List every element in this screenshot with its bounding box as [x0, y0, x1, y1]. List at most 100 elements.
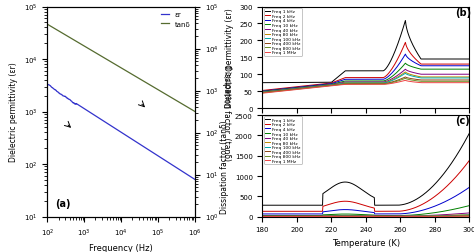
Freq 100 kHz — [260, 91, 265, 94]
Freq 40 kHz — [416, 73, 421, 76]
Freq 10 kHz — [402, 62, 408, 66]
tanδ — [111, 63, 117, 66]
Freq 100 kHz — [382, 82, 387, 85]
εr — [132, 140, 137, 143]
X-axis label: Temperature (K): Temperature (K) — [332, 238, 400, 247]
Freq 40 kHz — [296, 215, 302, 218]
Freq 80 kHz — [416, 76, 421, 79]
Line: Freq 400 kHz: Freq 400 kHz — [263, 78, 469, 93]
Freq 40 kHz — [398, 72, 403, 75]
Freq 1 MHz — [398, 215, 403, 218]
Freq 1 MHz — [296, 88, 302, 91]
Line: Freq 1 kHz: Freq 1 kHz — [263, 21, 469, 83]
Freq 1 kHz — [415, 197, 421, 200]
Freq 400 kHz — [466, 214, 472, 217]
Freq 10 kHz — [296, 87, 302, 90]
Line: Freq 80 kHz: Freq 80 kHz — [263, 73, 469, 93]
Freq 1 kHz — [466, 132, 472, 135]
Freq 2 kHz — [313, 84, 319, 87]
Freq 2 kHz — [466, 160, 472, 163]
Freq 1 MHz — [382, 215, 387, 218]
Freq 800 kHz — [296, 215, 302, 218]
Freq 4 kHz — [353, 78, 359, 81]
Freq 4 kHz — [415, 210, 421, 213]
Line: Freq 100 kHz: Freq 100 kHz — [263, 215, 469, 216]
Freq 800 kHz — [353, 215, 359, 218]
Freq 4 kHz — [398, 61, 403, 64]
tanδ — [82, 46, 88, 49]
εr — [45, 83, 50, 86]
Line: Freq 4 kHz: Freq 4 kHz — [263, 55, 469, 92]
Freq 40 kHz — [382, 215, 387, 218]
Freq 1 MHz — [382, 83, 387, 86]
Line: Freq 100 kHz: Freq 100 kHz — [263, 74, 469, 93]
Freq 800 kHz — [382, 83, 387, 86]
Freq 10 kHz — [382, 80, 387, 83]
Freq 40 kHz — [296, 87, 302, 90]
Freq 800 kHz — [313, 215, 319, 218]
Freq 4 kHz — [416, 64, 421, 67]
Freq 2 kHz — [415, 205, 421, 208]
Freq 100 kHz — [398, 215, 403, 218]
tanδ — [71, 39, 76, 42]
Line: Freq 10 kHz: Freq 10 kHz — [263, 64, 469, 92]
Line: Freq 80 kHz: Freq 80 kHz — [263, 215, 469, 216]
Freq 800 kHz — [260, 92, 265, 95]
tanδ — [156, 89, 162, 92]
Freq 800 kHz — [296, 88, 302, 91]
Freq 2 kHz — [296, 210, 302, 213]
Freq 100 kHz — [382, 215, 387, 218]
Freq 100 kHz — [353, 82, 359, 85]
Freq 2 kHz — [382, 76, 387, 79]
Freq 1 MHz — [313, 215, 319, 218]
Freq 40 kHz — [353, 214, 359, 217]
Freq 4 kHz — [402, 53, 408, 56]
Freq 800 kHz — [313, 86, 319, 89]
Freq 800 kHz — [402, 78, 408, 81]
Freq 40 kHz — [466, 212, 472, 215]
Freq 2 kHz — [398, 210, 403, 213]
Freq 80 kHz — [296, 87, 302, 90]
Freq 1 MHz — [353, 215, 359, 218]
Freq 800 kHz — [416, 80, 421, 83]
Freq 400 kHz — [382, 215, 387, 218]
Freq 80 kHz — [398, 74, 403, 77]
Freq 80 kHz — [313, 86, 319, 89]
Freq 100 kHz — [260, 215, 265, 218]
Freq 800 kHz — [382, 215, 387, 218]
Line: Freq 2 kHz: Freq 2 kHz — [263, 161, 469, 211]
Freq 40 kHz — [313, 85, 319, 88]
Freq 2 kHz — [260, 89, 265, 92]
Freq 4 kHz — [313, 213, 319, 216]
Freq 800 kHz — [398, 79, 403, 82]
Line: Freq 800 kHz: Freq 800 kHz — [263, 216, 469, 217]
Freq 1 kHz — [398, 204, 403, 207]
Freq 2 kHz — [353, 77, 359, 80]
Freq 1 kHz — [296, 204, 302, 207]
Freq 100 kHz — [313, 86, 319, 89]
Freq 1 MHz — [415, 215, 421, 218]
Freq 40 kHz — [382, 81, 387, 84]
Freq 4 kHz — [398, 212, 403, 215]
Freq 100 kHz — [296, 87, 302, 90]
εr — [71, 102, 76, 105]
Freq 1 kHz — [402, 20, 408, 23]
εr — [111, 127, 117, 130]
Freq 100 kHz — [296, 215, 302, 218]
Freq 400 kHz — [353, 83, 359, 86]
Line: Freq 1 MHz: Freq 1 MHz — [263, 81, 469, 94]
Freq 1 kHz — [353, 70, 359, 73]
Freq 1 kHz — [398, 35, 403, 38]
Freq 80 kHz — [398, 215, 403, 218]
εr — [82, 108, 88, 111]
Line: tanδ: tanδ — [47, 25, 195, 112]
Line: Freq 4 kHz: Freq 4 kHz — [263, 188, 469, 214]
Freq 400 kHz — [296, 215, 302, 218]
Legend: Freq 1 kHz, Freq 2 kHz, Freq 4 kHz, Freq 10 kHz, Freq 40 kHz, Freq 80 kHz, Freq : Freq 1 kHz, Freq 2 kHz, Freq 4 kHz, Freq… — [264, 9, 301, 56]
Freq 80 kHz — [382, 215, 387, 218]
Legend: Freq 1 kHz, Freq 2 kHz, Freq 4 kHz, Freq 10 kHz, Freq 40 kHz, Freq 80 kHz, Freq : Freq 1 kHz, Freq 2 kHz, Freq 4 kHz, Freq… — [264, 117, 301, 165]
Freq 40 kHz — [466, 73, 472, 76]
εr — [143, 147, 149, 150]
Freq 1 kHz — [260, 204, 265, 207]
Line: Freq 40 kHz: Freq 40 kHz — [263, 70, 469, 92]
